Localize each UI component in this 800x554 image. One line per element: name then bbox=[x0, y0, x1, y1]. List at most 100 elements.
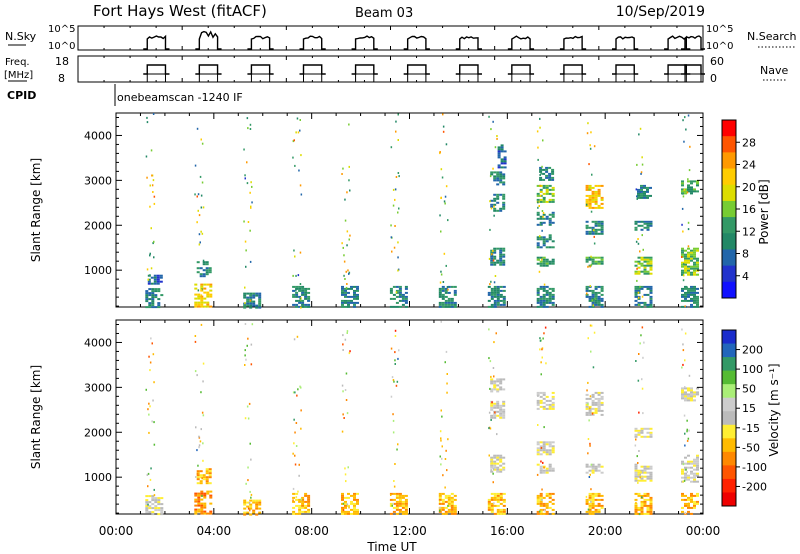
echo-speck bbox=[397, 113, 399, 116]
echo-cell bbox=[591, 413, 595, 416]
echo-cell bbox=[693, 257, 696, 260]
echo-speck bbox=[442, 130, 445, 133]
echo-speck bbox=[639, 473, 641, 476]
echo-cell bbox=[649, 262, 653, 265]
echo-cell bbox=[194, 498, 198, 501]
echo-speck bbox=[153, 494, 156, 497]
echo-cell bbox=[585, 188, 589, 191]
echo-cell bbox=[585, 289, 589, 292]
echo-speck bbox=[440, 439, 442, 442]
echo-speck bbox=[248, 502, 251, 504]
echo-cell bbox=[490, 466, 494, 469]
echo-cell bbox=[356, 500, 359, 503]
echo-cell bbox=[447, 502, 451, 505]
echo-cell bbox=[404, 510, 408, 513]
echo-cell bbox=[640, 270, 644, 273]
echo-cell bbox=[206, 305, 210, 308]
echo-cell bbox=[548, 176, 552, 179]
echo-speck bbox=[346, 330, 349, 333]
echo-cell bbox=[585, 224, 589, 227]
echo-speck bbox=[587, 452, 589, 455]
echo-cell bbox=[295, 498, 299, 501]
echo-cell bbox=[301, 299, 305, 302]
echo-cell bbox=[353, 512, 356, 515]
echo-speck bbox=[541, 258, 543, 261]
echo-cell bbox=[591, 463, 595, 466]
echo-cell bbox=[684, 287, 687, 290]
echo-cell bbox=[539, 264, 543, 267]
echo-cell bbox=[493, 402, 497, 405]
echo-cell bbox=[588, 397, 592, 400]
echo-speck bbox=[344, 389, 347, 391]
echo-cell bbox=[502, 289, 506, 292]
echo-speck bbox=[636, 195, 638, 198]
echo-cell bbox=[640, 190, 643, 193]
echo-cell bbox=[502, 456, 506, 459]
echo-cell bbox=[640, 431, 644, 434]
echo-cell bbox=[154, 288, 158, 291]
echo-cell bbox=[496, 410, 500, 413]
echo-cell bbox=[640, 186, 643, 189]
echo-cell bbox=[536, 236, 540, 239]
echo-cell bbox=[258, 499, 262, 502]
echo-cell bbox=[159, 280, 163, 283]
echo-cell bbox=[600, 196, 604, 199]
echo-cell bbox=[497, 146, 501, 149]
echo-cell bbox=[353, 303, 356, 306]
echo-cell bbox=[591, 293, 595, 296]
echo-cell bbox=[398, 305, 402, 308]
echo-cell bbox=[600, 224, 604, 227]
echo-cell bbox=[496, 494, 500, 497]
echo-speck bbox=[491, 461, 493, 464]
echo-cell bbox=[693, 500, 696, 503]
colorbar-swatch bbox=[722, 152, 736, 170]
echo-speck bbox=[539, 117, 541, 120]
echo-speck bbox=[202, 206, 205, 209]
echo-cell bbox=[295, 287, 299, 290]
echo-cell bbox=[687, 257, 690, 260]
echo-speck bbox=[682, 363, 684, 366]
echo-cell bbox=[151, 298, 155, 301]
x-tick-label: 00:00 bbox=[99, 524, 134, 538]
echo-cell bbox=[487, 291, 491, 294]
echo-cell bbox=[341, 502, 344, 505]
echo-cell bbox=[649, 431, 653, 434]
echo-speck bbox=[682, 279, 685, 282]
echo-cell bbox=[591, 220, 595, 223]
echo-cell bbox=[499, 464, 503, 467]
echo-cell bbox=[392, 305, 396, 308]
echo-cell bbox=[690, 265, 693, 268]
echo-cell bbox=[690, 192, 693, 195]
echo-cell bbox=[499, 458, 503, 461]
echo-cell bbox=[594, 190, 598, 193]
echo-cell bbox=[548, 449, 552, 452]
echo-cell bbox=[585, 200, 589, 203]
echo-cell bbox=[209, 496, 213, 499]
echo-cell bbox=[493, 496, 497, 499]
echo-cell bbox=[684, 285, 687, 288]
echo-cell bbox=[502, 301, 506, 304]
echo-cell bbox=[347, 504, 350, 507]
echo-cell bbox=[243, 501, 247, 504]
echo-cell bbox=[157, 288, 161, 291]
echo-cell bbox=[600, 285, 604, 288]
power-marks bbox=[145, 113, 699, 309]
y-tick-label: 1000 bbox=[84, 471, 112, 484]
echo-cell bbox=[153, 274, 157, 277]
echo-cell bbox=[690, 397, 693, 400]
echo-cell bbox=[594, 262, 598, 265]
echo-cell bbox=[199, 470, 203, 473]
echo-cell bbox=[551, 287, 555, 290]
echo-cell bbox=[696, 393, 699, 396]
colorbar-tick-label: -15 bbox=[742, 422, 760, 435]
echo-cell bbox=[693, 180, 696, 183]
nsky-tick-top-right: 10^5 bbox=[706, 24, 733, 35]
freq-tick-top: 18 bbox=[55, 55, 69, 68]
echo-cell bbox=[588, 469, 592, 472]
echo-cell bbox=[496, 498, 500, 501]
echo-cell bbox=[208, 470, 212, 473]
echo-speck bbox=[641, 156, 643, 159]
echo-cell bbox=[640, 504, 644, 507]
echo-cell bbox=[301, 506, 305, 509]
echo-cell bbox=[301, 502, 305, 505]
